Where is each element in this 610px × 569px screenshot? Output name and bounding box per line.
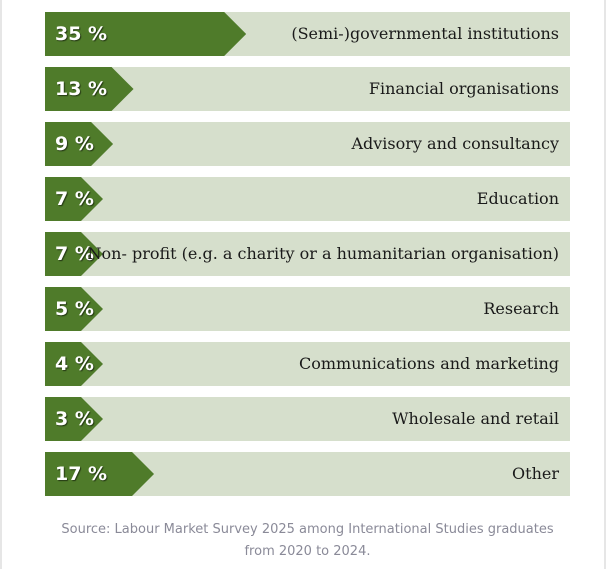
bar-row: 4 % Communications and marketing (45, 342, 570, 386)
bar (45, 452, 154, 496)
bar-category-label: Advisory and consultancy (351, 134, 559, 153)
bar-chart: 35 % (Semi-)governmental institutions 13 %… (45, 12, 570, 507)
bar-value-label: 17 % (55, 463, 108, 485)
bar (45, 67, 134, 111)
bar-value-label: 7 % (55, 243, 94, 265)
bar-value-label: 9 % (55, 133, 94, 155)
bar-category-label: (Semi-)governmental institutions (291, 24, 559, 43)
bar-value-label: 3 % (55, 408, 94, 430)
bar-row: 17 % Other (45, 452, 570, 496)
chart-source-note: Source: Labour Market Survey 2025 among … (61, 522, 554, 559)
bar-category-label: Other (512, 464, 559, 483)
bar-category-label: Non- profit (e.g. a charity or a humanit… (87, 244, 559, 263)
bar-category-label: Financial organisations (368, 79, 559, 98)
bar-row: 13 % Financial organisations (45, 67, 570, 111)
bar-row: 35 % (Semi-)governmental institutions (45, 12, 570, 56)
bar-row: 9 % Advisory and consultancy (45, 122, 570, 166)
bar-category-label: Communications and marketing (298, 354, 559, 373)
bar-value-label: 13 % (55, 78, 108, 100)
bar-category-label: Wholesale and retail (392, 409, 559, 428)
bar-category-label: Research (483, 299, 559, 318)
bar-value-label: 4 % (55, 353, 94, 375)
bar (45, 12, 246, 56)
bar-row: 3 % Wholesale and retail (45, 397, 570, 441)
bar-row: 7 % Education (45, 177, 570, 221)
bar-value-label: 7 % (55, 188, 94, 210)
bar-category-label: Education (476, 189, 559, 208)
bar-row: 5 % Research (45, 287, 570, 331)
bar-row: 7 % Non- profit (e.g. a charity or a huma… (45, 232, 570, 276)
bar-value-label: 35 % (55, 23, 108, 45)
bar-value-label: 5 % (55, 298, 94, 320)
